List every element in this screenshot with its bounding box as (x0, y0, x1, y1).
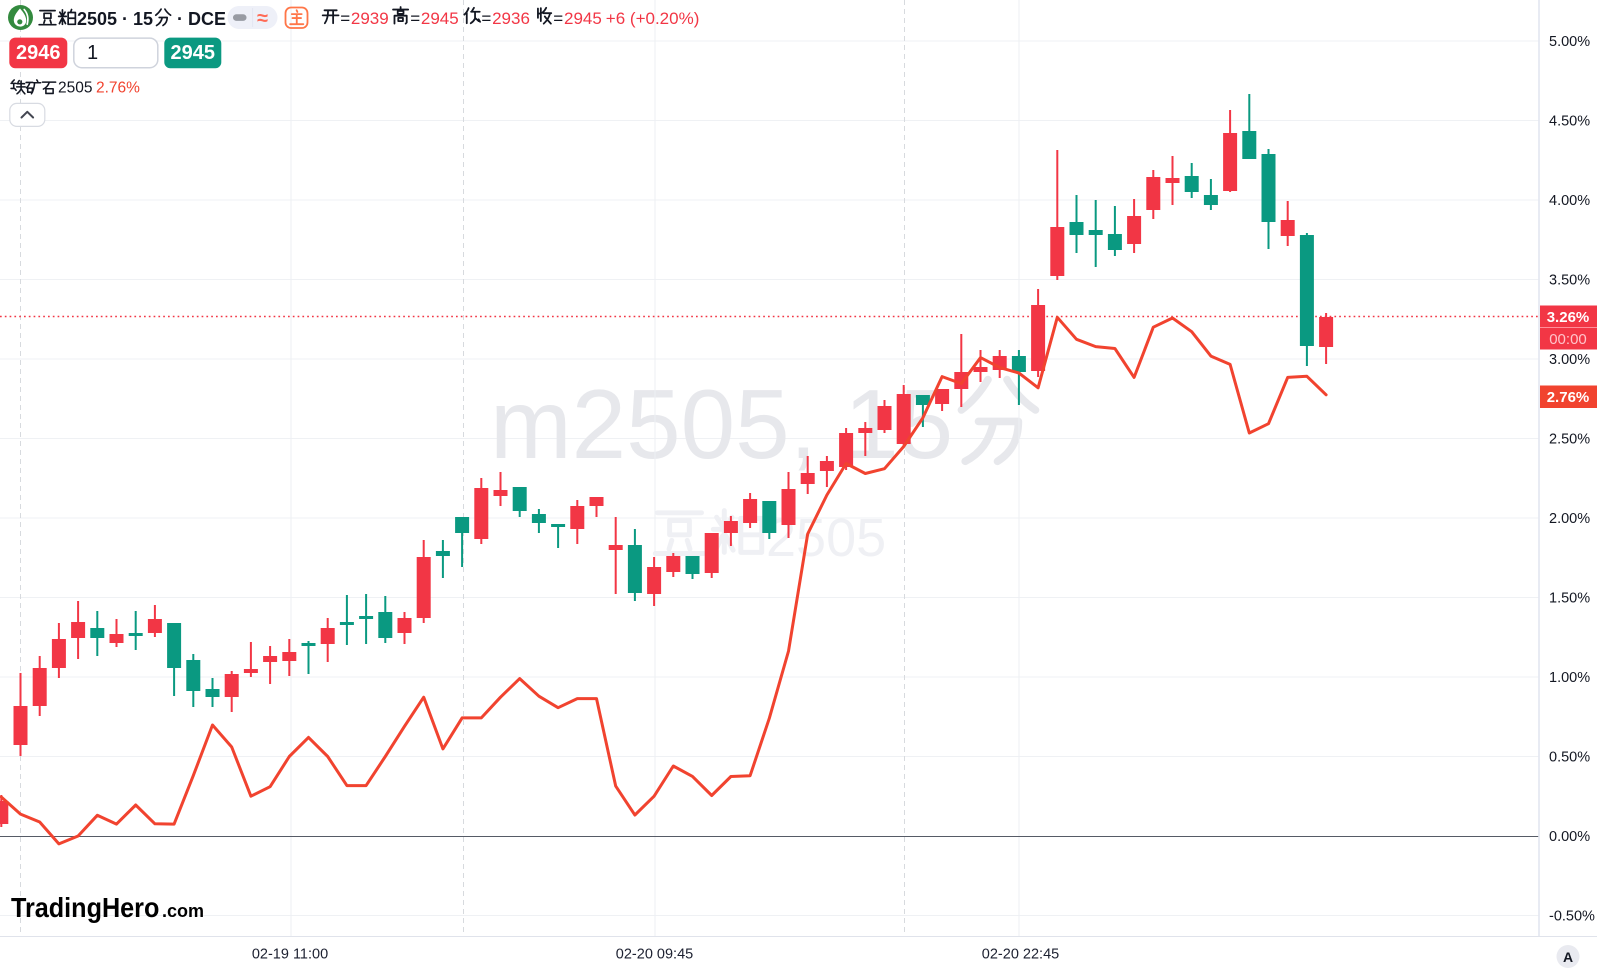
svg-text:4.00%: 4.00% (1549, 193, 1590, 209)
svg-text:5.00%: 5.00% (1549, 34, 1590, 50)
svg-text:m2505, 15: m2505, 15 (490, 369, 953, 479)
svg-text:2.76%: 2.76% (1547, 389, 1590, 406)
svg-text:4.50%: 4.50% (1549, 114, 1590, 130)
svg-text:-0.50%: -0.50% (1549, 909, 1595, 925)
svg-text:2945: 2945 (564, 9, 602, 28)
svg-text:2945: 2945 (171, 42, 216, 64)
svg-text:02-19 11:00: 02-19 11:00 (252, 947, 328, 963)
svg-text:3.00%: 3.00% (1549, 352, 1590, 368)
svg-text:0.50%: 0.50% (1549, 750, 1590, 766)
svg-text:=: = (340, 9, 350, 28)
svg-text:A: A (1563, 949, 1573, 965)
svg-text:2946: 2946 (16, 42, 61, 64)
svg-text:2.50%: 2.50% (1549, 432, 1590, 448)
svg-text:2.00%: 2.00% (1549, 511, 1590, 527)
svg-text:· DCE: · DCE (177, 9, 226, 29)
svg-text:=: = (481, 9, 491, 28)
svg-text:1: 1 (87, 42, 98, 64)
svg-text:=: = (553, 9, 563, 28)
svg-text:00:00: 00:00 (1549, 331, 1587, 348)
svg-text:2945: 2945 (421, 9, 459, 28)
svg-text:0.00%: 0.00% (1549, 829, 1590, 845)
svg-text:.com: .com (162, 901, 204, 921)
svg-text:2505: 2505 (58, 80, 92, 97)
svg-text:≈: ≈ (257, 8, 268, 30)
svg-text:02-20 22:45: 02-20 22:45 (982, 947, 1059, 963)
svg-text:TradingHero: TradingHero (11, 892, 159, 924)
svg-text:=: = (410, 9, 420, 28)
svg-text:02-20 09:45: 02-20 09:45 (616, 947, 693, 963)
svg-text:1.00%: 1.00% (1549, 670, 1590, 686)
svg-text:2936: 2936 (492, 9, 530, 28)
svg-text:1.50%: 1.50% (1549, 591, 1590, 607)
svg-text:3.26%: 3.26% (1547, 309, 1590, 326)
svg-text:2505 · 15: 2505 · 15 (77, 9, 153, 29)
svg-text:+6 (+0.20%): +6 (+0.20%) (606, 9, 700, 28)
svg-text:2.76%: 2.76% (96, 80, 140, 97)
svg-text:3.50%: 3.50% (1549, 273, 1590, 289)
svg-text:2939: 2939 (351, 9, 389, 28)
